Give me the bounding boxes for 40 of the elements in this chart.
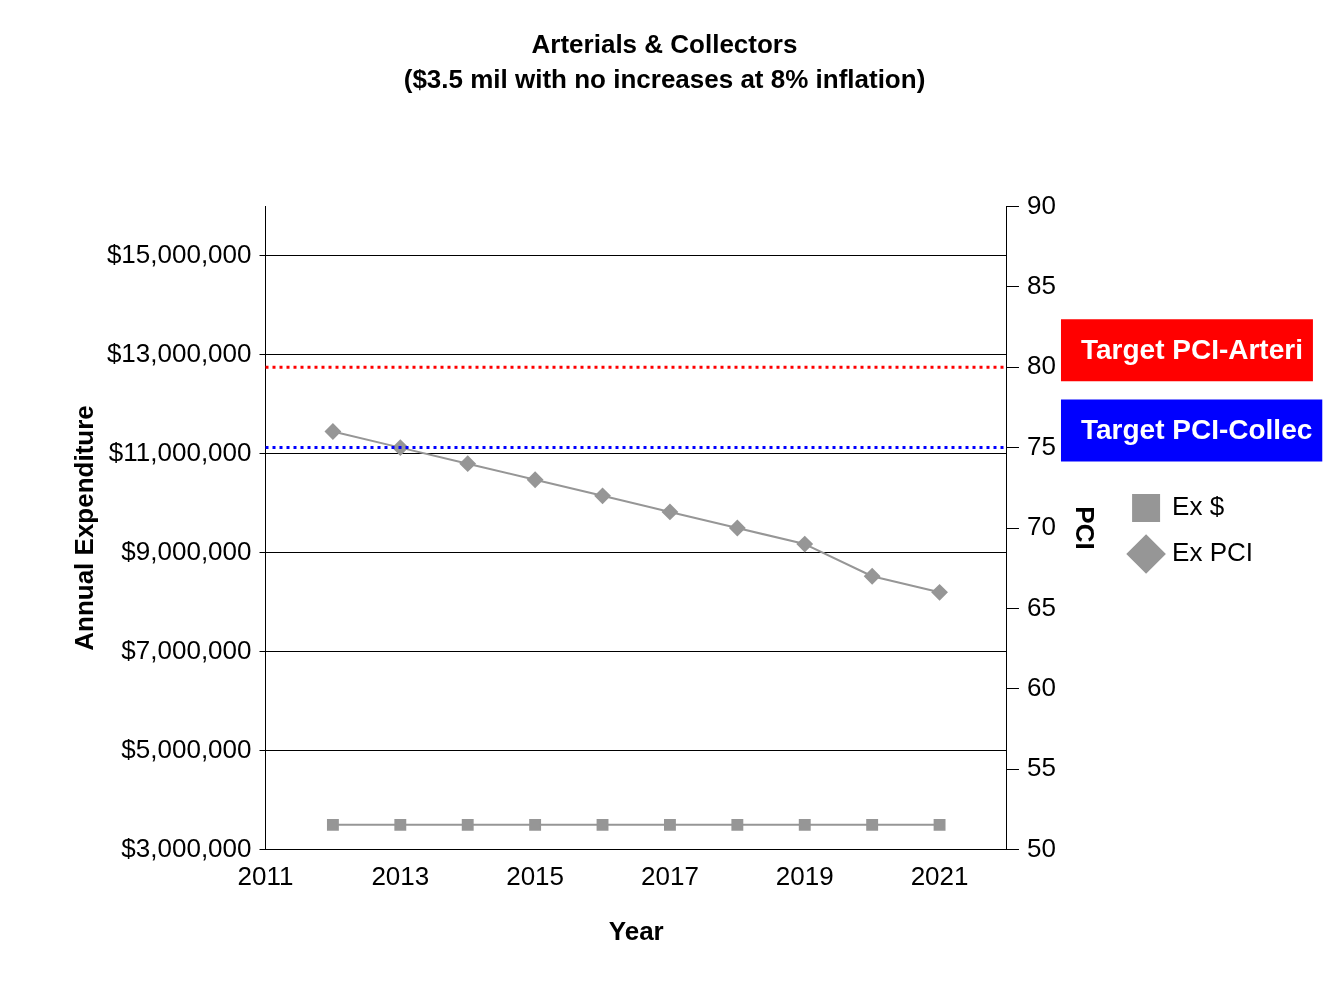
legend-label: Ex PCI xyxy=(1172,537,1254,568)
x-tick-label: 2011 xyxy=(237,861,294,892)
x-tick-label: 2017 xyxy=(641,861,699,892)
y2-tick-label: 70 xyxy=(1026,511,1056,542)
ref-line-label: Target PCI-Collec xyxy=(1080,414,1313,446)
x-tick-label: 2015 xyxy=(506,861,565,892)
y-tick-label: $5,000,000 xyxy=(121,733,252,764)
x-axis-title: Year xyxy=(608,915,664,946)
y2-tick-label: 55 xyxy=(1026,752,1056,783)
chart-title: Arterials & Collectors xyxy=(531,28,798,59)
y2-tick-label: 60 xyxy=(1026,671,1056,702)
y2-tick-label: 80 xyxy=(1026,350,1056,381)
y2-tick-label: 65 xyxy=(1026,591,1056,622)
x-tick-label: 2019 xyxy=(775,861,834,892)
point xyxy=(796,536,813,553)
y-tick-label: $3,000,000 xyxy=(121,832,252,863)
y-tick-label: $9,000,000 xyxy=(121,535,252,566)
y2-axis-title: PCI xyxy=(1070,506,1101,550)
point xyxy=(864,568,881,585)
y2-tick-label: 90 xyxy=(1026,189,1056,220)
point xyxy=(324,423,341,440)
point xyxy=(527,471,544,488)
y-axis-title: Annual Expenditure xyxy=(68,405,99,651)
point xyxy=(459,455,476,472)
point xyxy=(594,487,611,504)
legend-label: Ex $ xyxy=(1172,491,1225,522)
y2-tick-label: 85 xyxy=(1026,269,1056,300)
y-tick-label: $15,000,000 xyxy=(106,239,252,270)
y2-tick-label: 50 xyxy=(1026,832,1056,863)
ref-line-label: Target PCI-Arteri xyxy=(1080,333,1303,365)
point xyxy=(931,584,948,601)
y-tick-label: $7,000,000 xyxy=(121,634,252,665)
point xyxy=(729,520,746,536)
x-tick-label: 2013 xyxy=(371,861,430,892)
y-tick-label: $13,000,000 xyxy=(106,338,252,368)
y2-tick-label: 75 xyxy=(1026,430,1056,461)
x-tick-label: 2021 xyxy=(910,861,969,892)
y-tick-label: $11,000,000 xyxy=(108,436,252,467)
point xyxy=(661,503,678,520)
chart-subtitle: ($3.5 mil with no increases at 8% inflation) xyxy=(403,63,926,94)
